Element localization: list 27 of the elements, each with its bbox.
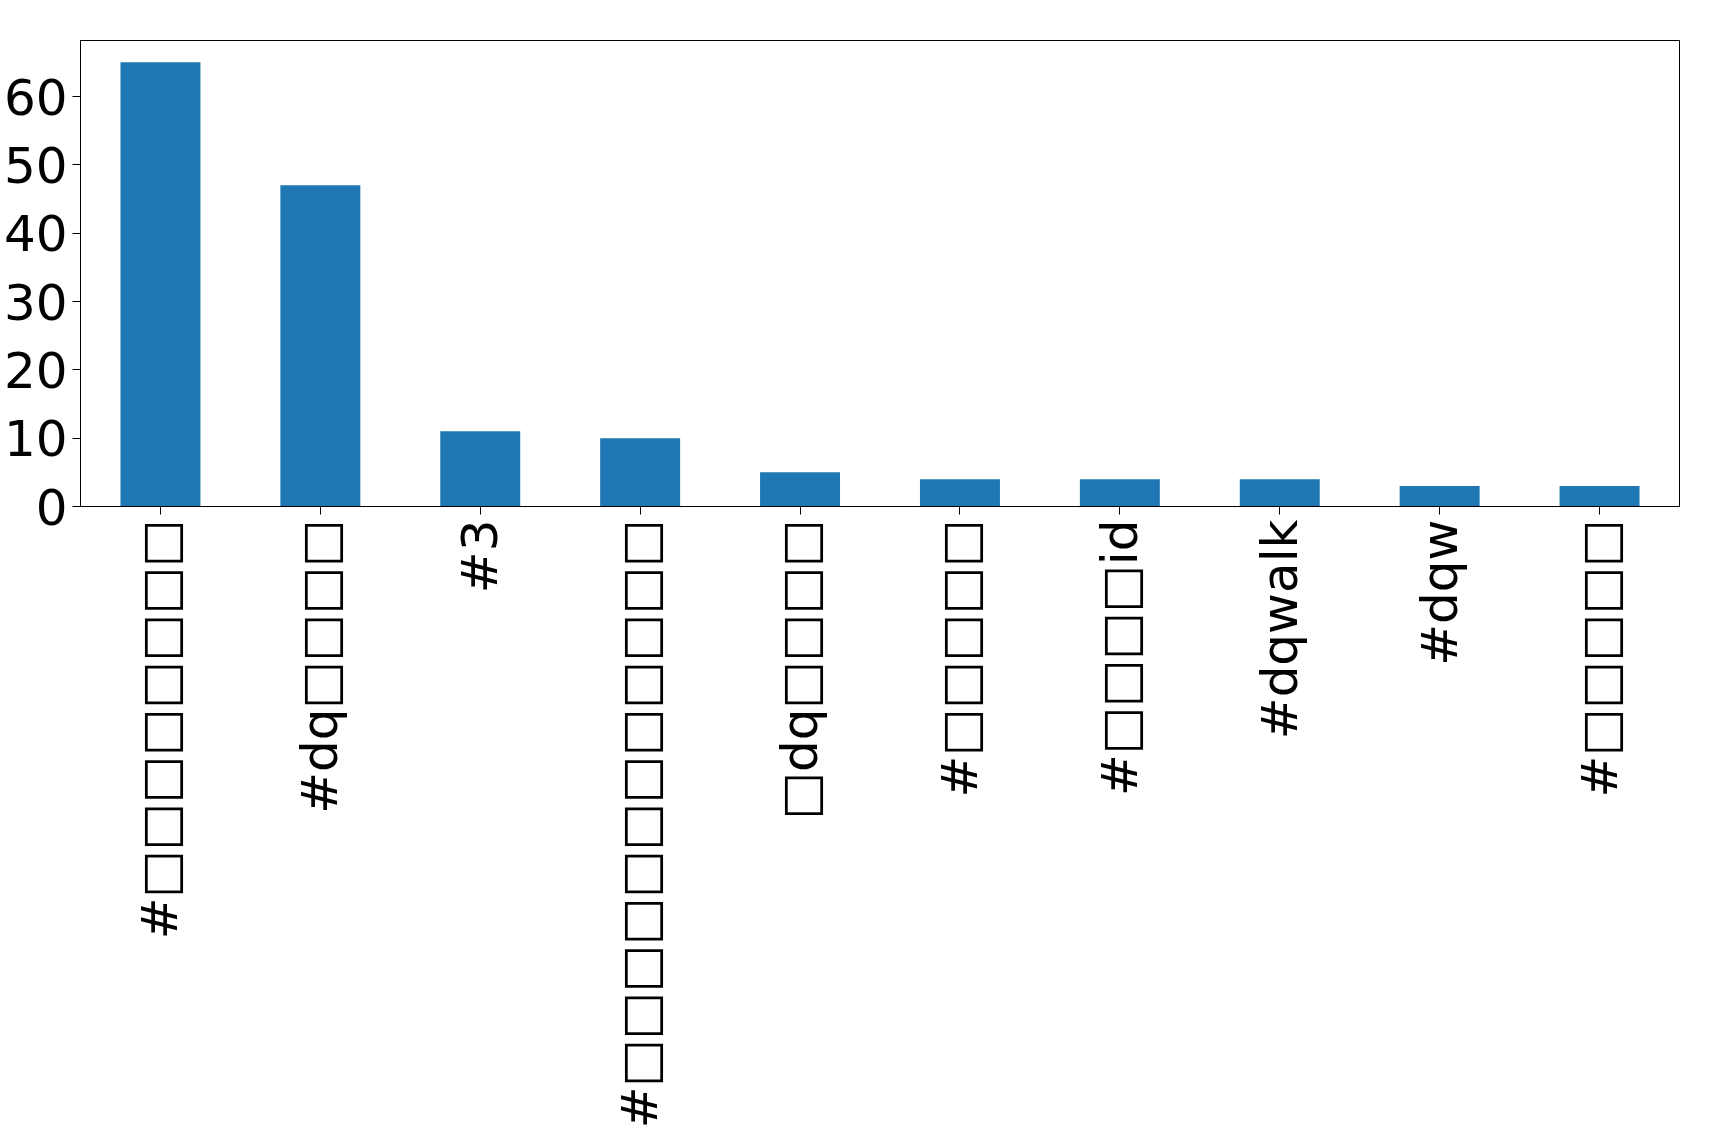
y-tick-label: 20: [3, 341, 68, 400]
bar: [760, 472, 841, 507]
x-tick-label: #□□□□id: [1090, 519, 1149, 796]
y-tick-label: 60: [3, 68, 68, 127]
bar: [120, 62, 201, 507]
bar: [1239, 479, 1320, 507]
bar: [1559, 486, 1640, 507]
x-tick-label: □dq□□□□: [771, 519, 830, 820]
bar: [600, 438, 681, 507]
bar: [1079, 479, 1160, 507]
x-tick-label: #dqw: [1410, 519, 1469, 666]
y-tick-label: 40: [3, 205, 68, 264]
bar: [280, 185, 361, 507]
bar: [1399, 486, 1480, 507]
x-tick-label: #dq□□□□: [291, 519, 350, 814]
y-tick-label: 30: [3, 273, 68, 332]
x-tick-label: #dqwalk: [1250, 519, 1309, 740]
y-tick-label: 10: [3, 410, 68, 469]
x-tick-label: #3: [451, 519, 510, 594]
x-tick-label: #□□□□□□□□: [131, 519, 190, 940]
bar: [919, 479, 1000, 507]
x-tick-label: #□□□□□: [1570, 519, 1629, 798]
y-tick-label: 0: [35, 478, 68, 537]
y-tick-label: 50: [3, 136, 68, 195]
bar: [440, 431, 521, 507]
x-tick-label: #□□□□□□□□□□□□: [611, 519, 670, 1129]
x-tick-label: #□□□□□: [930, 519, 989, 798]
